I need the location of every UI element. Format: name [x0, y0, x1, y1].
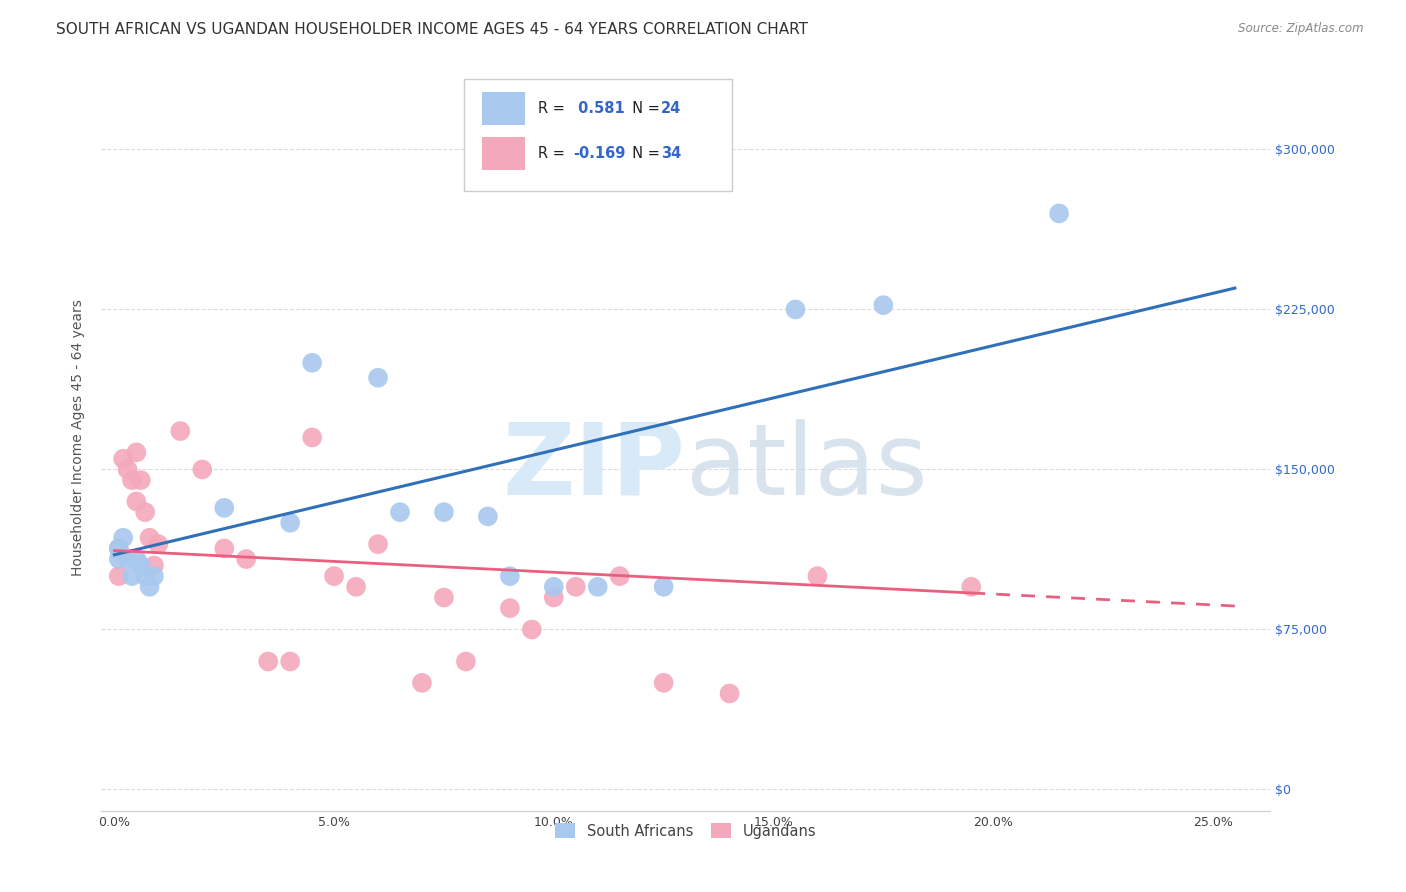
Point	[301, 356, 323, 370]
Point	[1047, 206, 1070, 220]
Point	[520, 623, 543, 637]
Point	[960, 580, 983, 594]
Text: ZIP: ZIP	[503, 419, 686, 516]
Point	[411, 675, 433, 690]
Point	[138, 531, 160, 545]
Point	[212, 541, 235, 556]
Point	[142, 558, 165, 573]
Point	[344, 580, 367, 594]
Text: N =: N =	[623, 146, 664, 161]
FancyBboxPatch shape	[482, 92, 526, 125]
FancyBboxPatch shape	[464, 79, 733, 191]
Point	[477, 509, 499, 524]
Point	[125, 494, 148, 508]
Point	[652, 580, 675, 594]
Point	[718, 686, 741, 700]
Point	[565, 580, 588, 594]
Point	[806, 569, 828, 583]
Text: N =: N =	[623, 101, 664, 116]
Point	[433, 505, 456, 519]
Point	[499, 601, 522, 615]
Point	[235, 552, 257, 566]
Point	[107, 541, 129, 556]
Point	[134, 505, 156, 519]
Point	[367, 370, 389, 384]
Text: R =: R =	[538, 101, 569, 116]
Point	[117, 462, 139, 476]
Point	[169, 424, 191, 438]
Point	[112, 451, 135, 466]
Point	[107, 541, 129, 556]
Point	[278, 655, 301, 669]
Point	[107, 552, 129, 566]
Point	[323, 569, 346, 583]
Point	[586, 580, 609, 594]
Text: SOUTH AFRICAN VS UGANDAN HOUSEHOLDER INCOME AGES 45 - 64 YEARS CORRELATION CHART: SOUTH AFRICAN VS UGANDAN HOUSEHOLDER INC…	[56, 22, 808, 37]
Point	[191, 462, 214, 476]
Point	[433, 591, 456, 605]
Point	[499, 569, 522, 583]
Point	[257, 655, 280, 669]
Point	[121, 473, 143, 487]
Point	[388, 505, 411, 519]
FancyBboxPatch shape	[482, 137, 526, 170]
Point	[129, 473, 152, 487]
Point	[543, 580, 565, 594]
Point	[785, 302, 807, 317]
Text: 24: 24	[661, 101, 682, 116]
Point	[138, 580, 160, 594]
Text: -0.169: -0.169	[574, 146, 626, 161]
Point	[125, 552, 148, 566]
Text: 0.581: 0.581	[574, 101, 626, 116]
Y-axis label: Householder Income Ages 45 - 64 years: Householder Income Ages 45 - 64 years	[72, 299, 86, 576]
Point	[125, 445, 148, 459]
Point	[609, 569, 631, 583]
Point	[107, 569, 129, 583]
Text: Source: ZipAtlas.com: Source: ZipAtlas.com	[1239, 22, 1364, 36]
Point	[212, 500, 235, 515]
Point	[134, 569, 156, 583]
Text: R =: R =	[538, 146, 569, 161]
Point	[121, 569, 143, 583]
Point	[117, 552, 139, 566]
Legend: South Africans, Ugandans: South Africans, Ugandans	[548, 818, 823, 845]
Point	[872, 298, 894, 312]
Point	[112, 531, 135, 545]
Point	[301, 430, 323, 444]
Point	[129, 558, 152, 573]
Point	[652, 675, 675, 690]
Point	[278, 516, 301, 530]
Text: atlas: atlas	[686, 419, 927, 516]
Point	[142, 569, 165, 583]
Point	[367, 537, 389, 551]
Point	[543, 591, 565, 605]
Point	[454, 655, 477, 669]
Point	[148, 537, 170, 551]
Text: 34: 34	[661, 146, 682, 161]
